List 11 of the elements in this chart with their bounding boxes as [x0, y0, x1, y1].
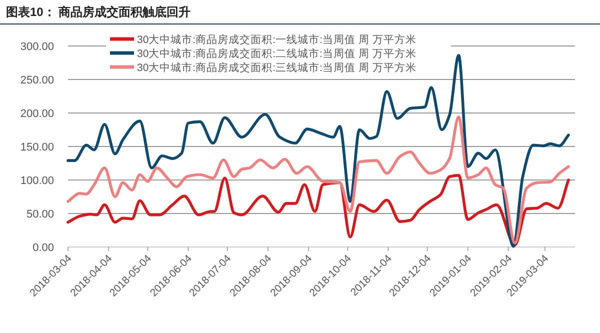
legend-label: 30大中城市:商品房成交面积:二线城市:当周值 周 万平方米	[137, 47, 416, 60]
y-tick-label: 100.00	[20, 175, 54, 187]
legend-label: 30大中城市:商品房成交面积:三线城市:当周值 周 万平方米	[137, 61, 416, 74]
y-tick-label: 150.00	[20, 142, 54, 154]
title: 图表10： 商品房成交面积触底回升	[6, 5, 191, 19]
y-tick-label: 250.00	[20, 74, 54, 86]
y-tick-label: 200.00	[20, 108, 54, 120]
y-tick-label: 300.00	[20, 41, 54, 53]
y-tick-label: 0.00	[32, 242, 54, 254]
legend-label: 30大中城市:商品房成交面积:一线城市:当周值 周 万平方米	[137, 33, 416, 46]
y-tick-label: 50.00	[26, 208, 54, 220]
